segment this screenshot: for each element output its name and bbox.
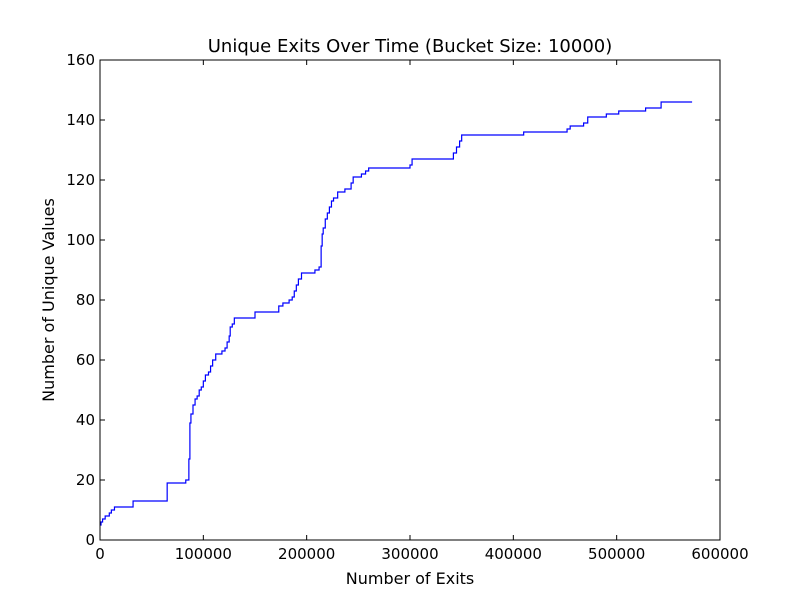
plot-area: 0 100000 200000 300000 400000 500000 600000 0 20… [66, 51, 748, 563]
x-axis-label: Number of Exits [346, 569, 475, 588]
y-tick-label-8: 160 [66, 51, 95, 69]
y-tick-label-1: 20 [76, 471, 95, 489]
y-tick-label-0: 0 [85, 531, 95, 549]
y-tick-label-3: 60 [76, 351, 95, 369]
chart-title: Unique Exits Over Time (Bucket Size: 100… [208, 36, 613, 57]
y-tick-label-7: 140 [66, 111, 95, 129]
series-line-0 [100, 101, 693, 526]
x-tick-label-4: 400000 [485, 545, 542, 563]
x-tick-label-3: 300000 [381, 545, 438, 563]
x-tick-label-2: 200000 [278, 545, 335, 563]
x-tick-label-1: 100000 [175, 545, 232, 563]
x-tick-label-5: 500000 [588, 545, 645, 563]
y-tick-label-6: 120 [66, 171, 95, 189]
axes-frame [99, 59, 721, 541]
y-tick-label-5: 100 [66, 231, 95, 249]
x-tick-label-0: 0 [95, 545, 105, 563]
x-tick-label-6: 600000 [691, 545, 748, 563]
y-tick-label-4: 80 [76, 291, 95, 309]
y-tick-label-2: 40 [76, 411, 95, 429]
y-axis-label: Number of Unique Values [39, 198, 58, 402]
